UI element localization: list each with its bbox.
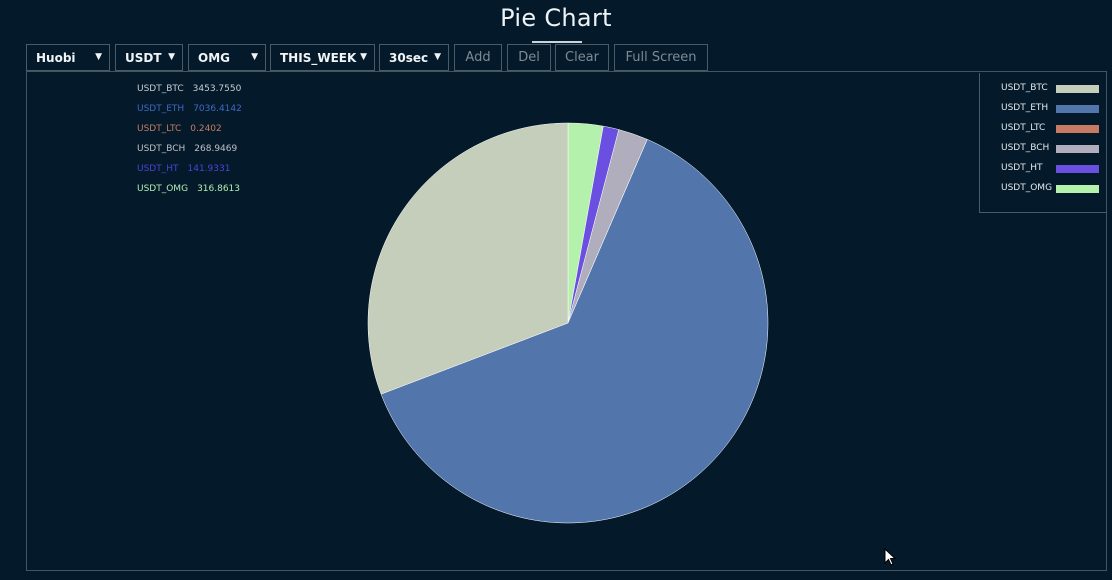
legend-item[interactable]: USDT_ETH [1001, 103, 1099, 115]
chevron-down-icon: ▼ [251, 52, 258, 62]
readout-series-value: 0.2402 [190, 124, 222, 134]
readout-series-value: 268.9469 [194, 144, 238, 154]
full-screen-button[interactable]: Full Screen [614, 44, 708, 71]
legend-item[interactable]: USDT_BCH [1001, 143, 1099, 155]
chart-panel: USDT_BTC 3453.7550 USDT_ETH 7036.4142 USDT_L… [26, 71, 1107, 571]
readout-series-value: 316.8613 [197, 184, 241, 194]
interval-select[interactable]: 30sec ▼ [379, 44, 449, 71]
base-currency-label: OMG [198, 50, 230, 65]
chevron-down-icon: ▼ [434, 52, 441, 62]
period-select[interactable]: THIS_WEEK ▼ [270, 44, 375, 71]
legend-label: USDT_OMG [1001, 183, 1053, 193]
readout-series-name: USDT_ETH [137, 104, 185, 114]
exchange-select[interactable]: Huobi ▼ [26, 44, 110, 71]
readout-row: USDT_LTC 0.2402 [137, 122, 242, 142]
page-title: Pie Chart [500, 4, 612, 32]
legend-swatch [1056, 165, 1099, 173]
readout-series-value: 3453.7550 [192, 84, 242, 94]
legend-swatch [1056, 85, 1099, 93]
readout-series-name: USDT_BTC [137, 84, 184, 94]
readout-row: USDT_ETH 7036.4142 [137, 102, 242, 122]
chart-legend: USDT_BTC USDT_ETH USDT_LTC USDT_BCH USDT_HT U… [979, 73, 1107, 213]
title-underline [532, 41, 582, 43]
chevron-down-icon: ▼ [168, 52, 175, 62]
readout-series-name: USDT_HT [137, 164, 179, 174]
quote-currency-label: USDT [125, 50, 162, 65]
legend-label: USDT_ETH [1001, 103, 1049, 113]
readout-row: USDT_BCH 268.9469 [137, 142, 242, 162]
quote-currency-select[interactable]: USDT ▼ [115, 44, 183, 71]
legend-swatch [1056, 185, 1099, 193]
base-currency-select[interactable]: OMG ▼ [188, 44, 266, 71]
legend-item[interactable]: USDT_LTC [1001, 123, 1099, 135]
interval-label: 30sec [389, 50, 429, 65]
legend-item[interactable]: USDT_BTC [1001, 83, 1099, 95]
readout-series-value: 141.9331 [187, 164, 231, 174]
legend-item[interactable]: USDT_OMG [1001, 183, 1099, 195]
legend-label: USDT_LTC [1001, 123, 1046, 133]
legend-swatch [1056, 145, 1099, 153]
legend-label: USDT_HT [1001, 163, 1043, 173]
readout-series-name: USDT_BCH [137, 144, 186, 154]
readout-row: USDT_BTC 3453.7550 [137, 82, 242, 102]
legend-label: USDT_BCH [1001, 143, 1050, 153]
pie-slice-usdt-btc[interactable] [367, 122, 569, 395]
value-readout: USDT_BTC 3453.7550 USDT_ETH 7036.4142 USDT_L… [137, 82, 242, 202]
legend-label: USDT_BTC [1001, 83, 1048, 93]
pie-slice-usdt-eth[interactable] [380, 139, 769, 524]
clear-button[interactable]: Clear [555, 44, 609, 71]
readout-series-name: USDT_OMG [137, 184, 189, 194]
del-button[interactable]: Del [507, 44, 551, 71]
chevron-down-icon: ▼ [360, 52, 367, 62]
readout-series-value: 7036.4142 [193, 104, 242, 114]
legend-item[interactable]: USDT_HT [1001, 163, 1099, 175]
period-label: THIS_WEEK [280, 50, 357, 65]
exchange-select-label: Huobi [36, 50, 76, 65]
readout-row: USDT_HT 141.9331 [137, 162, 242, 182]
legend-swatch [1056, 105, 1099, 113]
add-button[interactable]: Add [454, 44, 502, 71]
mouse-cursor-icon [884, 548, 897, 566]
readout-row: USDT_OMG 316.8613 [137, 182, 242, 202]
chevron-down-icon: ▼ [95, 52, 102, 62]
legend-swatch [1056, 125, 1099, 133]
readout-series-name: USDT_LTC [137, 124, 182, 134]
